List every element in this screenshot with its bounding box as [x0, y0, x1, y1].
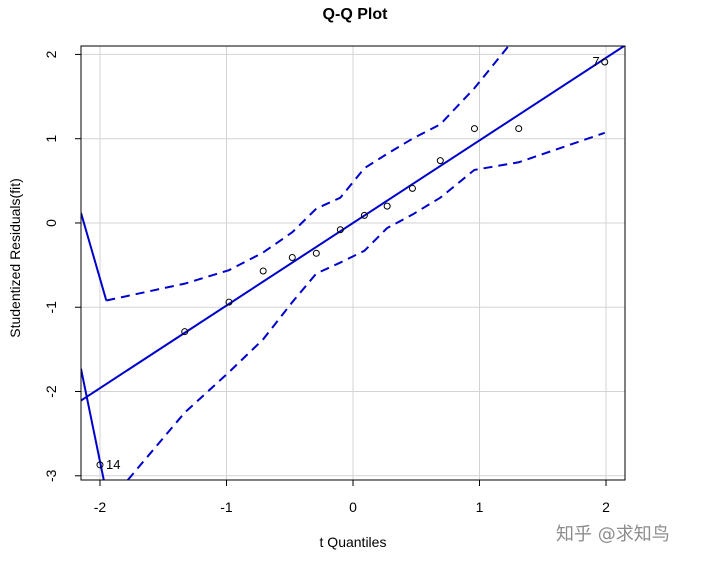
data-point	[601, 58, 609, 66]
watermark: 知乎 @求知鸟	[556, 524, 670, 545]
lower-band-line	[127, 131, 606, 480]
y-tick-label: 1	[43, 135, 59, 143]
y-tick-label: -3	[43, 469, 59, 482]
x-tick-label: 1	[476, 499, 484, 515]
left-upper-tail-line	[81, 212, 108, 301]
point-label: 7	[593, 54, 600, 69]
data-points	[96, 58, 609, 469]
upper-band-line	[106, 46, 510, 302]
y-axis-label: Studentized Residuals(fit)	[7, 178, 23, 338]
y-tick-label: -2	[43, 385, 59, 398]
point-label: 14	[106, 457, 120, 472]
x-tick-label: -1	[220, 499, 233, 515]
chart-title: Q-Q Plot	[323, 6, 389, 23]
data-point	[383, 202, 391, 210]
data-point	[515, 125, 523, 133]
data-point	[436, 157, 444, 165]
x-tick-label: 0	[349, 499, 357, 515]
reference-line	[81, 46, 625, 402]
data-point	[312, 249, 320, 257]
y-tick-label: 2	[43, 50, 59, 58]
data-point	[408, 184, 416, 192]
data-point	[181, 328, 189, 336]
y-axis-ticks: -3 -2 -1 0 1 2	[43, 50, 81, 482]
y-tick-label: -1	[43, 301, 59, 314]
data-point	[225, 298, 233, 306]
data-point	[288, 254, 296, 262]
data-point	[96, 461, 104, 469]
x-tick-label: 2	[602, 499, 610, 515]
data-point	[470, 125, 478, 133]
x-axis-ticks: -2 -1 0 1 2	[94, 480, 610, 515]
grid	[81, 46, 625, 480]
data-point	[336, 226, 344, 234]
plot-frame	[80, 45, 626, 481]
confidence-band	[81, 46, 606, 480]
data-point	[360, 211, 368, 219]
point-labels: 14 7	[106, 54, 600, 472]
x-tick-label: -2	[94, 499, 107, 515]
x-axis-label: t Quantiles	[320, 534, 387, 550]
data-point	[259, 267, 267, 275]
y-tick-label: 0	[43, 219, 59, 227]
reference-line-layer	[81, 46, 625, 402]
